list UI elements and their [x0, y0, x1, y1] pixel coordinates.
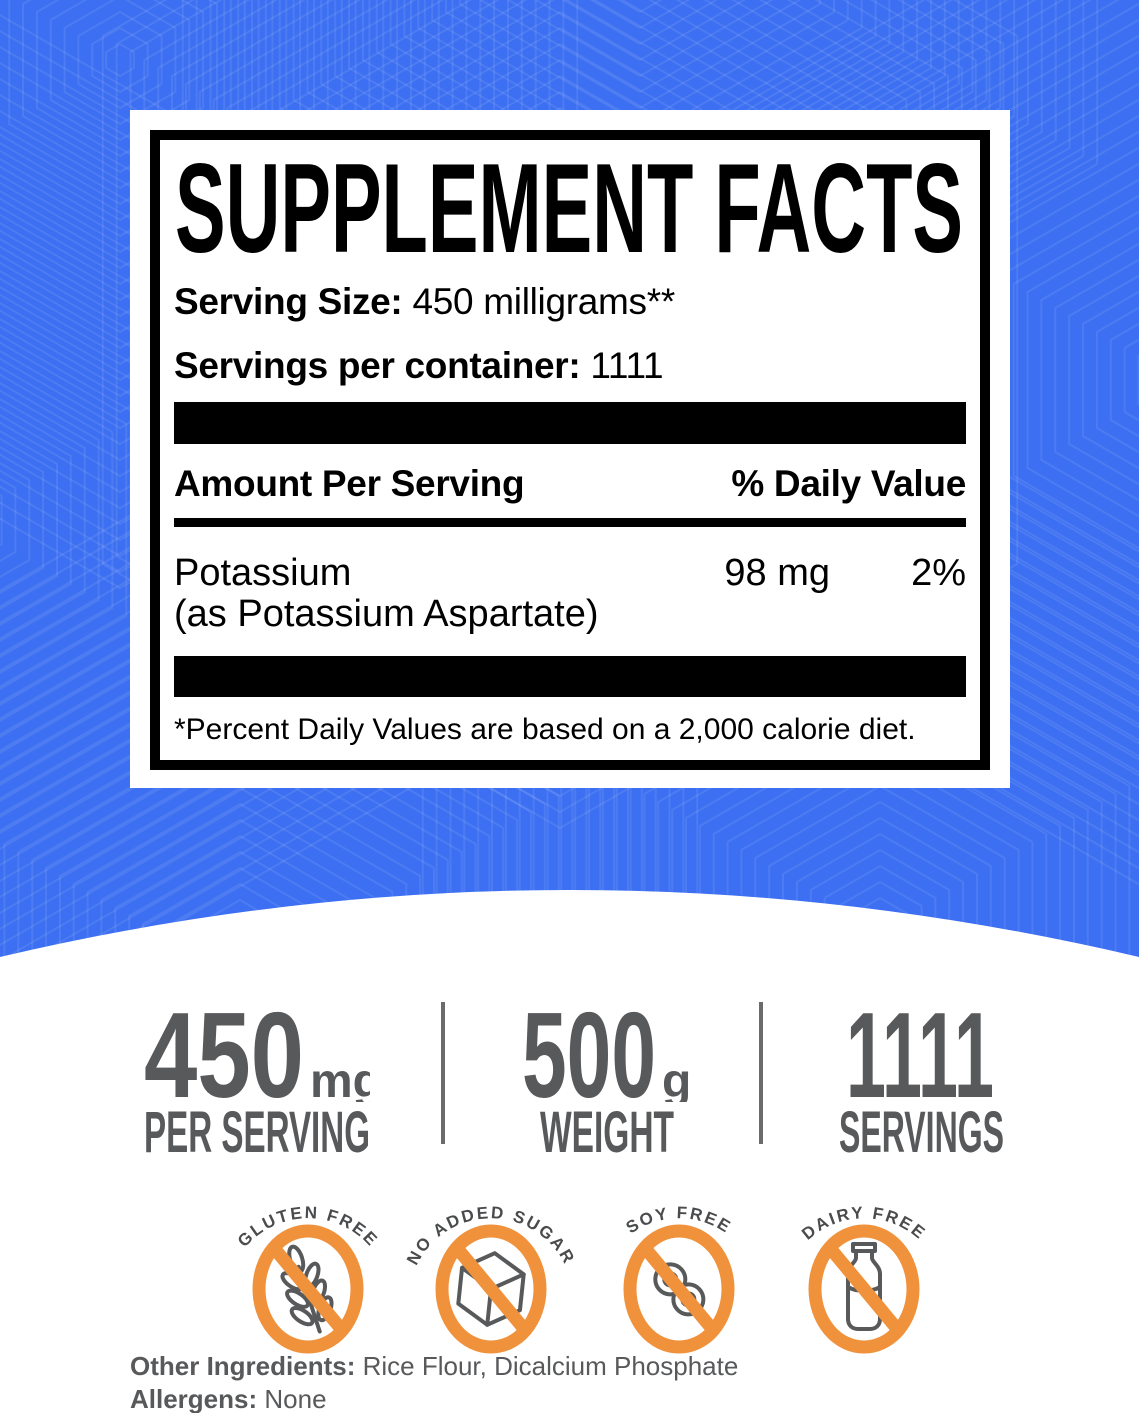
servings-label: Servings per container:	[174, 345, 581, 386]
facts-border: SUPPLEMENT FACTS Serving Size: 450 milli…	[150, 130, 990, 770]
stat-unit: mg	[310, 1055, 370, 1102]
nutrient-form: (as Potassium Aspartate)	[174, 593, 599, 635]
allergens-label: Allergens:	[130, 1384, 258, 1413]
stat-per-serving: 450 mg PER SERVING	[117, 1002, 397, 1156]
stat-label: SERVINGS	[839, 1108, 1004, 1156]
prohibition-slash	[268, 1243, 348, 1335]
stat-unit: g	[662, 1055, 691, 1102]
stat-value: 450	[144, 1002, 304, 1102]
stat-servings: 1111 SERVINGS	[781, 1002, 1061, 1156]
prohibition-slash	[451, 1243, 531, 1335]
stat-value: 1111	[846, 1002, 994, 1102]
other-ingredients-label: Other Ingredients:	[130, 1351, 356, 1381]
prohibition-ring	[252, 1224, 364, 1354]
badge-gluten-free: GLUTEN FREE	[234, 1203, 380, 1354]
badge-no-added-sugar: NO ADDED SUGAR	[403, 1203, 577, 1354]
stat-label-graphic: WEIGHT	[540, 1108, 674, 1156]
curve-divider	[0, 890, 1139, 962]
daily-value-header: % Daily Value	[731, 463, 966, 504]
divider-bar-thick	[174, 402, 966, 444]
divider-bar-thin	[174, 518, 966, 527]
nutrient-name: Potassium	[174, 552, 352, 594]
serving-size-label: Serving Size:	[174, 281, 403, 322]
servings-per-container-row: Servings per container: 1111	[174, 346, 966, 386]
allergens-line: Allergens: None	[130, 1383, 738, 1413]
other-ingredients-value: Rice Flour, Dicalcium Phosphate	[362, 1351, 739, 1381]
nutrient-daily-value: 2%	[911, 552, 966, 594]
footer: Other Ingredients: Rice Flour, Dicalcium…	[130, 1350, 738, 1413]
stat-label-graphic: PER SERVING	[144, 1108, 370, 1156]
serving-size-row: Serving Size: 450 milligrams**	[174, 282, 966, 322]
stat-label: WEIGHT	[540, 1108, 674, 1156]
stat-divider	[441, 1002, 445, 1144]
daily-value-footnote: *Percent Daily Values are based on a 2,0…	[174, 713, 916, 746]
nutrient-amount: 98 mg	[724, 552, 830, 594]
column-headers-row: Amount Per Serving % Daily Value	[174, 464, 966, 504]
other-ingredients-line: Other Ingredients: Rice Flour, Dicalcium…	[130, 1350, 738, 1383]
allergens-value: None	[264, 1384, 327, 1413]
divider-bar-thick-2	[174, 656, 966, 697]
stat-weight: 500 g WEIGHT	[467, 1002, 747, 1156]
serving-size-value: 450 milligrams**	[412, 281, 675, 322]
stat-value-graphic: 500 g	[522, 1002, 691, 1102]
prohibition-ring	[623, 1224, 735, 1354]
facts-title: SUPPLEMENT FACTS	[175, 158, 963, 256]
stat-label: PER SERVING	[144, 1108, 370, 1156]
badge-soy-free: SOY FREE	[623, 1203, 735, 1354]
prohibition-ring	[435, 1224, 547, 1354]
prohibition-slash	[824, 1243, 904, 1335]
prohibition-ring	[808, 1224, 920, 1354]
badge-arc-label: DAIRY FREE	[798, 1203, 930, 1244]
badges-row: GLUTEN FREE NO ADDED SUGAR	[0, 1183, 1139, 1359]
prohibition-slash	[639, 1243, 719, 1335]
stat-label-graphic: SERVINGS	[839, 1108, 1004, 1156]
nutrient-row: Potassium 98 mg 2%	[174, 553, 966, 593]
stats-row: 450 mg PER SERVING 500 g WEIGHT 1111 SER	[0, 1002, 1139, 1162]
badge-dairy-free: DAIRY FREE	[798, 1203, 930, 1354]
stat-divider	[759, 1002, 763, 1144]
servings-value: 1111	[590, 345, 664, 386]
amount-per-serving-header: Amount Per Serving	[174, 463, 525, 504]
facts-title-text: SUPPLEMENT FACTS	[175, 158, 963, 256]
stat-value-graphic: 450 mg	[144, 1002, 370, 1102]
stat-value: 500	[522, 1002, 656, 1102]
stat-value-graphic: 1111	[846, 1002, 994, 1102]
supplement-facts-card: SUPPLEMENT FACTS Serving Size: 450 milli…	[130, 110, 1010, 788]
